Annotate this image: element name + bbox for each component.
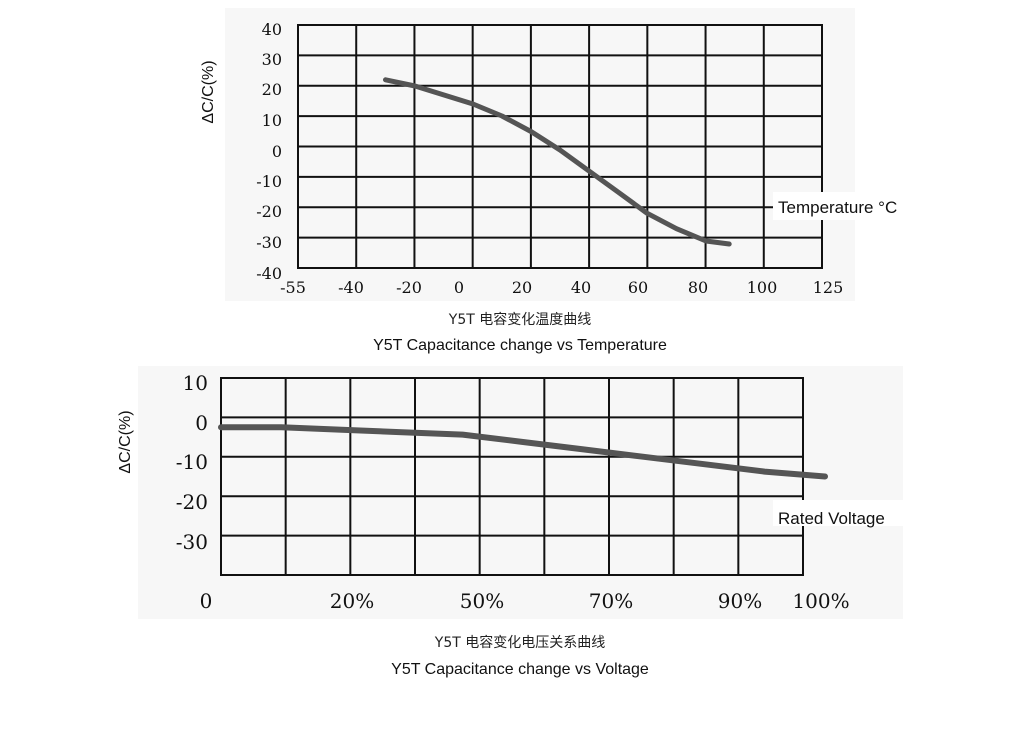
temperature-y-tick-label: 20 (262, 80, 282, 99)
temperature-x-tick-label: 80 (688, 278, 708, 297)
temperature-y-tick-label: 0 (272, 142, 282, 161)
temperature-x-tick-label: 40 (571, 278, 591, 297)
temperature-x-tick-label: 0 (454, 278, 464, 297)
voltage-x-tick-label: 90% (718, 589, 762, 613)
voltage-y-tick-label: -10 (176, 450, 208, 474)
temperature-y-tick-label: -30 (256, 233, 282, 252)
temperature-chart-subtitle: Y5T 电容变化温度曲线 (448, 311, 591, 328)
voltage-chart-background (138, 366, 903, 619)
temperature-y-tick-label: -20 (256, 202, 282, 221)
temperature-x-tick-label: 125 (813, 278, 844, 297)
temperature-y-tick-label: -40 (256, 264, 282, 283)
voltage-x-tick-label: 100% (792, 589, 849, 613)
temperature-x-tick-label: 20 (512, 278, 532, 297)
temperature-x-tick-label: -20 (396, 278, 422, 297)
voltage-chart-grid (221, 378, 803, 575)
temperature-x-tick-label: -55 (280, 278, 306, 297)
temperature-y-tick-label: 30 (262, 50, 282, 69)
voltage-y-axis-label: ΔC/C(%) (117, 410, 134, 473)
voltage-x-tick-label: 50% (460, 589, 504, 613)
temperature-x-tick-label: 60 (628, 278, 648, 297)
temperature-chart-grid (298, 25, 822, 268)
temperature-x-tick-label: -40 (338, 278, 364, 297)
voltage-series-line (218, 424, 828, 480)
voltage-chart: 10 0 -10 -20 -30 0 20% 50% 70% 90% 100% ΔC/C(%) R… (117, 366, 903, 678)
temperature-plot-border (297, 24, 823, 269)
voltage-x-tick-label: 0 (200, 589, 213, 613)
temperature-x-tick-label: 100 (747, 278, 778, 297)
temperature-y-tick-label: -10 (256, 172, 282, 191)
temperature-x-label-box (773, 192, 913, 220)
voltage-y-tick-label: 10 (183, 371, 208, 395)
voltage-x-axis-label: Rated Voltage (778, 509, 885, 528)
temperature-x-axis-label: Temperature °C (778, 198, 897, 217)
temperature-chart-title: Y5T Capacitance change vs Temperature (373, 337, 667, 354)
voltage-x-tick-label: 20% (330, 589, 374, 613)
voltage-x-label-box (773, 500, 903, 526)
voltage-x-tick-label: 70% (589, 589, 633, 613)
temperature-chart-background (225, 8, 855, 301)
voltage-y-tick-label: 0 (195, 411, 208, 435)
voltage-chart-subtitle: Y5T 电容变化电压关系曲线 (434, 634, 605, 651)
temperature-series-line (383, 77, 732, 247)
voltage-y-tick-label: -20 (176, 490, 208, 514)
voltage-chart-title: Y5T Capacitance change vs Voltage (391, 661, 649, 678)
temperature-y-tick-label: 10 (262, 111, 282, 130)
temperature-y-tick-label: 40 (262, 20, 282, 39)
temperature-y-axis-label: ΔC/C(%) (200, 60, 217, 123)
voltage-y-tick-label: -30 (176, 530, 208, 554)
